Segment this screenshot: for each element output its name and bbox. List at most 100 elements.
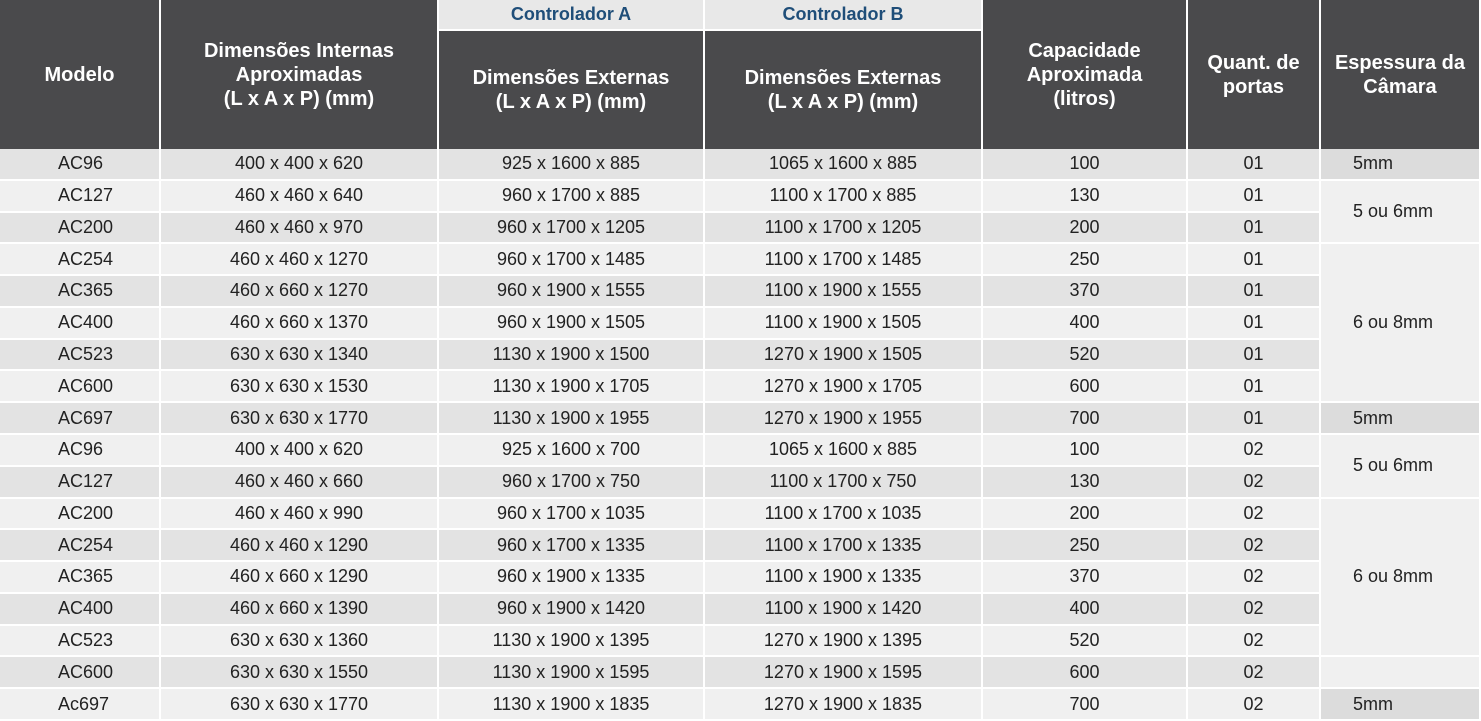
controller-header: Controlador B bbox=[705, 0, 983, 31]
spec-cell: 1100 x 1700 x 1485 bbox=[705, 244, 983, 277]
spec-cell: 630 x 630 x 1530 bbox=[161, 371, 439, 404]
spec-cell: 460 x 460 x 1270 bbox=[161, 244, 439, 277]
spec-cell: 960 x 1700 x 750 bbox=[439, 466, 705, 499]
column-header: Quant. de portas bbox=[1188, 0, 1321, 149]
spec-cell: 1100 x 1700 x 750 bbox=[705, 466, 983, 499]
spec-cell: 960 x 1900 x 1505 bbox=[439, 307, 705, 340]
spec-cell: 01 bbox=[1188, 149, 1321, 181]
spec-cell: 1270 x 1900 x 1705 bbox=[705, 371, 983, 404]
model-cell: AC96 bbox=[0, 435, 161, 467]
spec-cell: 02 bbox=[1188, 562, 1321, 594]
spec-cell: 01 bbox=[1188, 339, 1321, 372]
spec-cell: 400 x 400 x 620 bbox=[161, 149, 439, 181]
model-cell: AC600 bbox=[0, 371, 161, 404]
spec-cell: 01 bbox=[1188, 244, 1321, 277]
spec-cell: 520 bbox=[983, 339, 1188, 372]
spec-cell: 960 x 1700 x 1485 bbox=[439, 244, 705, 277]
thickness-cell: 6 ou 8mm bbox=[1321, 244, 1481, 404]
controller-header: Controlador A bbox=[439, 0, 705, 31]
model-cell: AC400 bbox=[0, 593, 161, 626]
spec-cell: 01 bbox=[1188, 212, 1321, 245]
spec-cell: 01 bbox=[1188, 180, 1321, 213]
spec-cell: 400 x 400 x 620 bbox=[161, 435, 439, 467]
column-header: Modelo bbox=[0, 0, 161, 149]
spec-cell: 630 x 630 x 1360 bbox=[161, 625, 439, 658]
model-cell: AC127 bbox=[0, 180, 161, 213]
spec-cell: 400 bbox=[983, 307, 1188, 340]
spec-cell: 460 x 460 x 1290 bbox=[161, 530, 439, 563]
thickness-cell: 5mm bbox=[1321, 149, 1481, 181]
model-cell: AC600 bbox=[0, 657, 161, 690]
model-cell: AC697 bbox=[0, 403, 161, 435]
spec-cell: 1100 x 1700 x 1205 bbox=[705, 212, 983, 245]
spec-cell: 960 x 1900 x 1555 bbox=[439, 276, 705, 308]
spec-cell: 02 bbox=[1188, 530, 1321, 563]
spec-cell: 1100 x 1700 x 885 bbox=[705, 180, 983, 213]
spec-cell: 02 bbox=[1188, 498, 1321, 531]
spec-cell: 01 bbox=[1188, 276, 1321, 308]
spec-cell: 1270 x 1900 x 1835 bbox=[705, 689, 983, 721]
spec-cell: 1130 x 1900 x 1705 bbox=[439, 371, 705, 404]
spec-cell: 02 bbox=[1188, 435, 1321, 467]
spec-cell: 925 x 1600 x 700 bbox=[439, 435, 705, 467]
model-cell: AC400 bbox=[0, 307, 161, 340]
spec-cell: 960 x 1700 x 885 bbox=[439, 180, 705, 213]
spec-cell: 01 bbox=[1188, 403, 1321, 435]
spec-cell: 370 bbox=[983, 562, 1188, 594]
thickness-cell: 5mm bbox=[1321, 689, 1481, 721]
spec-cell: 1100 x 1900 x 1420 bbox=[705, 593, 983, 626]
spec-cell: 460 x 460 x 990 bbox=[161, 498, 439, 531]
spec-cell: 1130 x 1900 x 1500 bbox=[439, 339, 705, 372]
model-cell: AC200 bbox=[0, 498, 161, 531]
spec-cell: 100 bbox=[983, 435, 1188, 467]
spec-cell: 520 bbox=[983, 625, 1188, 658]
spec-cell: 1100 x 1700 x 1035 bbox=[705, 498, 983, 531]
column-header: Dimensões Externas (L x A x P) (mm) bbox=[439, 31, 705, 149]
spec-cell: 960 x 1700 x 1205 bbox=[439, 212, 705, 245]
model-cell: AC254 bbox=[0, 244, 161, 277]
spec-cell: 250 bbox=[983, 244, 1188, 277]
spec-cell: 460 x 660 x 1270 bbox=[161, 276, 439, 308]
spec-cell: 400 bbox=[983, 593, 1188, 626]
spec-cell: 250 bbox=[983, 530, 1188, 563]
spec-cell: 600 bbox=[983, 371, 1188, 404]
spec-cell: 630 x 630 x 1340 bbox=[161, 339, 439, 372]
spec-cell: 600 bbox=[983, 657, 1188, 690]
spec-cell: 1270 x 1900 x 1395 bbox=[705, 625, 983, 658]
spec-cell: 1130 x 1900 x 1835 bbox=[439, 689, 705, 721]
spec-cell: 1100 x 1900 x 1555 bbox=[705, 276, 983, 308]
spec-cell: 700 bbox=[983, 403, 1188, 435]
spec-cell: 01 bbox=[1188, 307, 1321, 340]
empty-cell bbox=[1321, 657, 1481, 690]
spec-cell: 630 x 630 x 1550 bbox=[161, 657, 439, 690]
spec-cell: 130 bbox=[983, 466, 1188, 499]
spec-cell: 1130 x 1900 x 1595 bbox=[439, 657, 705, 690]
spec-cell: 200 bbox=[983, 212, 1188, 245]
model-cell: AC254 bbox=[0, 530, 161, 563]
spec-cell: 460 x 460 x 660 bbox=[161, 466, 439, 499]
spec-cell: 960 x 1900 x 1420 bbox=[439, 593, 705, 626]
spec-cell: 700 bbox=[983, 689, 1188, 721]
spec-cell: 100 bbox=[983, 149, 1188, 181]
model-cell: AC96 bbox=[0, 149, 161, 181]
spec-cell: 370 bbox=[983, 276, 1188, 308]
model-cell: AC127 bbox=[0, 466, 161, 499]
spec-cell: 1065 x 1600 x 885 bbox=[705, 149, 983, 181]
spec-cell: 630 x 630 x 1770 bbox=[161, 689, 439, 721]
model-cell: Ac697 bbox=[0, 689, 161, 721]
spec-cell: 925 x 1600 x 885 bbox=[439, 149, 705, 181]
spec-cell: 460 x 660 x 1390 bbox=[161, 593, 439, 626]
spec-cell: 1100 x 1900 x 1335 bbox=[705, 562, 983, 594]
spec-cell: 460 x 460 x 970 bbox=[161, 212, 439, 245]
spec-cell: 1100 x 1700 x 1335 bbox=[705, 530, 983, 563]
spec-cell: 630 x 630 x 1770 bbox=[161, 403, 439, 435]
spec-cell: 1270 x 1900 x 1505 bbox=[705, 339, 983, 372]
spec-cell: 460 x 460 x 640 bbox=[161, 180, 439, 213]
spec-cell: 1065 x 1600 x 885 bbox=[705, 435, 983, 467]
spec-cell: 960 x 1700 x 1035 bbox=[439, 498, 705, 531]
spec-cell: 02 bbox=[1188, 593, 1321, 626]
column-header: Espessura da Câmara bbox=[1321, 0, 1481, 149]
column-header: Dimensões Externas (L x A x P) (mm) bbox=[705, 31, 983, 149]
thickness-cell: 6 ou 8mm bbox=[1321, 498, 1481, 658]
spec-cell: 1270 x 1900 x 1595 bbox=[705, 657, 983, 690]
